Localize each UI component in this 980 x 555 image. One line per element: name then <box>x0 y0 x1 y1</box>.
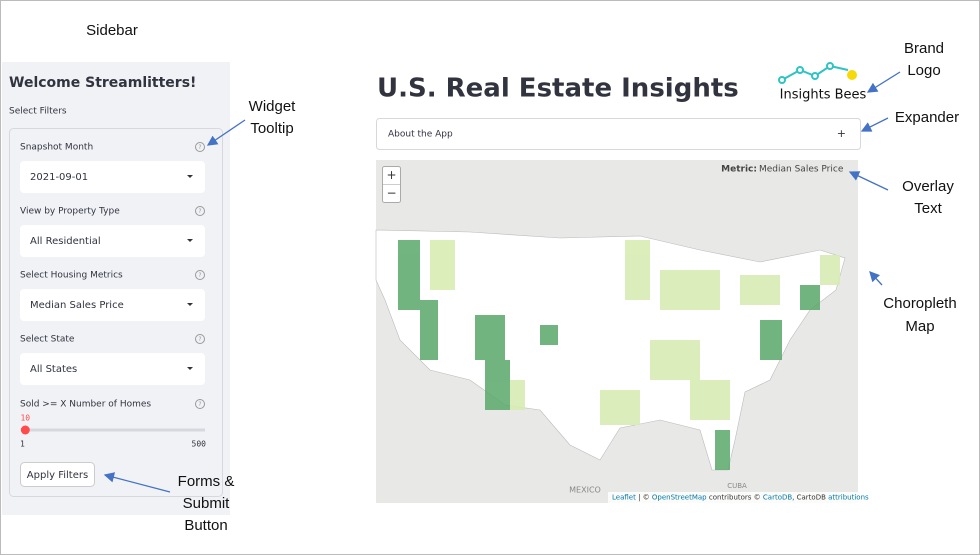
slider-label: Sold >= X Number of Homes <box>20 400 151 410</box>
main-title: U.S. Real Estate Insights <box>377 74 739 104</box>
annotation: Map <box>905 318 934 335</box>
attribution-part[interactable]: attributions <box>828 494 869 502</box>
widget-label: View by Property Type <box>20 207 120 217</box>
annotation-arrow <box>206 119 246 146</box>
selectbox[interactable] <box>20 353 205 385</box>
attribution-part: contributors © <box>707 494 763 502</box>
annotation-arrow <box>866 71 901 93</box>
slider-value: 10 <box>20 414 30 423</box>
selectbox[interactable] <box>20 225 205 257</box>
zoom-out[interactable]: − <box>386 186 396 200</box>
zoom-in[interactable]: + <box>386 168 396 182</box>
map-label: CUBA <box>727 482 747 490</box>
selectbox-value: All States <box>30 364 77 375</box>
annotation-arrow <box>860 117 889 132</box>
annotation: Overlay <box>902 178 954 195</box>
tooltip-glyph: ? <box>198 336 201 343</box>
annotation-arrow <box>103 472 171 493</box>
logo-text: Insights Bees <box>780 88 867 103</box>
attribution-part: , CartoDB <box>792 494 828 502</box>
sidebar-subtitle: Select Filters <box>9 107 67 117</box>
sidebar <box>2 62 230 515</box>
slider-thumb[interactable] <box>20 425 30 435</box>
annotation: Tooltip <box>250 120 293 137</box>
apply-button[interactable] <box>20 462 95 487</box>
attribution-part[interactable]: OpenStreetMap <box>652 494 707 502</box>
tooltip-icon[interactable] <box>195 142 205 152</box>
attribution-part[interactable]: CartoDB <box>763 494 792 502</box>
attribution-part: | © <box>636 494 652 502</box>
expander[interactable] <box>376 118 861 150</box>
tooltip-icon[interactable] <box>195 206 205 216</box>
tooltip-glyph: ? <box>198 208 201 215</box>
map-label: MEXICO <box>569 486 601 495</box>
selectbox-caret <box>187 239 193 242</box>
annotation: Forms & <box>178 473 235 490</box>
selectbox-value: Median Sales Price <box>30 300 124 311</box>
annotation: Brand <box>904 40 944 57</box>
annotation: Text <box>914 200 942 217</box>
overlay-key: Metric: <box>721 165 757 175</box>
widgets: Snapshot Month ? 2021-09-01 View by Propert… <box>20 142 205 385</box>
selectbox-value: All Residential <box>30 236 101 247</box>
slider-max: 500 <box>192 440 207 449</box>
selectbox-caret <box>187 175 193 178</box>
annotation: Choropleth <box>883 295 956 312</box>
selectbox[interactable] <box>20 161 205 193</box>
widget-label: Select State <box>20 335 75 345</box>
annotation: Widget <box>249 98 297 115</box>
tooltip-glyph: ? <box>198 144 201 151</box>
attribution-part[interactable]: Leaflet <box>612 494 636 502</box>
choropleth-map: + − Metric: Median Sales Price MEXICO CU… <box>375 160 869 503</box>
attribution: Leaflet | © OpenStreetMap contributors ©… <box>612 494 869 502</box>
widget-label: Select Housing Metrics <box>20 271 123 281</box>
expander-label: About the App <box>388 130 453 140</box>
brand-logo: Insights Bees <box>778 62 867 103</box>
tooltip-icon[interactable] <box>195 399 205 409</box>
annotation-arrow <box>869 271 883 286</box>
annotation: Submit <box>183 495 231 512</box>
tooltip-icon[interactable] <box>195 270 205 280</box>
sidebar-title: Welcome Streamlitters! <box>9 75 196 91</box>
tooltip-icon[interactable] <box>195 334 205 344</box>
slider-min: 1 <box>20 440 25 449</box>
annotation: Button <box>184 517 227 534</box>
tooltip-glyph: ? <box>198 272 201 279</box>
annotation: Logo <box>907 62 940 79</box>
tooltip-glyph: ? <box>198 401 201 408</box>
selectbox-caret <box>187 303 193 306</box>
overlay-value: Median Sales Price <box>759 165 844 175</box>
annotation-arrow <box>848 171 889 191</box>
apply-button-label: Apply Filters <box>27 470 88 481</box>
annotation: Expander <box>895 109 959 126</box>
annotation: Sidebar <box>86 22 138 39</box>
form <box>9 128 223 497</box>
widget-label: Snapshot Month <box>20 143 93 153</box>
selectbox-value: 2021-09-01 <box>30 172 88 183</box>
expander-icon: + <box>837 127 846 140</box>
selectbox-caret <box>187 367 193 370</box>
selectbox[interactable] <box>20 289 205 321</box>
